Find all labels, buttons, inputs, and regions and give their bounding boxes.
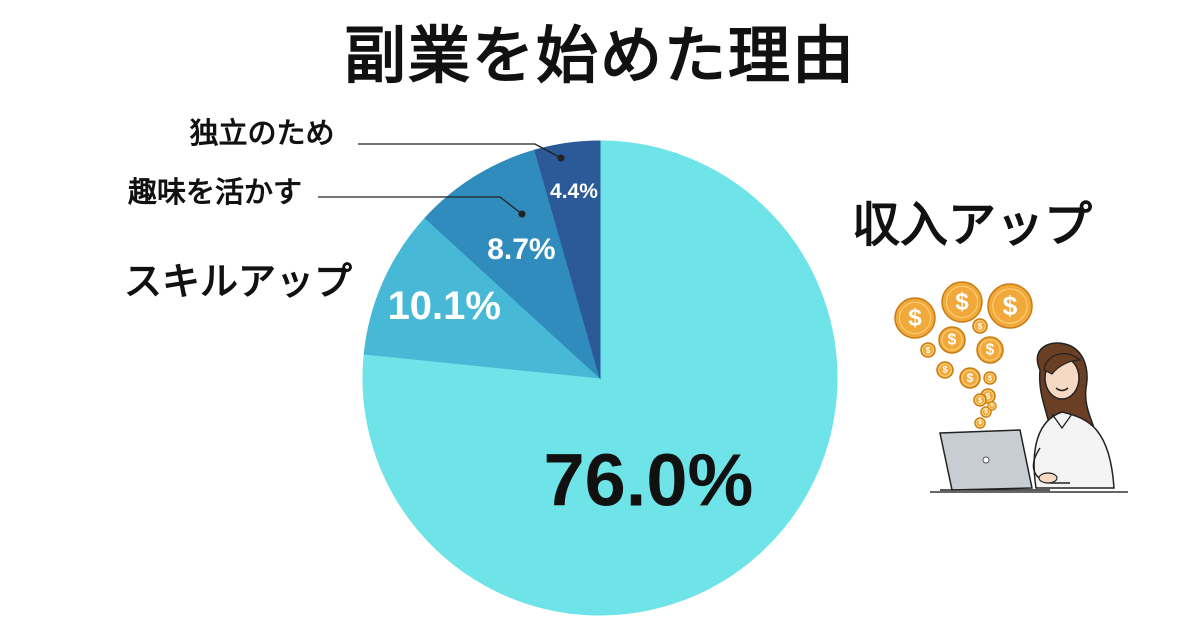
svg-text:$: $	[978, 396, 982, 405]
coin-icon: $	[920, 342, 936, 358]
svg-text:$: $	[986, 391, 991, 401]
coin-icon: $	[959, 367, 981, 389]
svg-text:$: $	[955, 289, 969, 316]
chart-title: 副業を始めた理由	[343, 19, 856, 92]
coin-icon: $	[973, 393, 987, 407]
svg-text:$: $	[967, 371, 974, 385]
slice-category-label-4: 独立のため	[189, 116, 334, 150]
svg-text:$: $	[978, 321, 983, 331]
slice-value-label-4: 4.4%	[550, 180, 598, 203]
coin-icon: $	[941, 281, 983, 323]
laptop-icon	[939, 429, 1050, 491]
svg-text:$: $	[988, 374, 992, 383]
svg-text:$: $	[991, 403, 994, 409]
coin-icon: $	[894, 297, 936, 339]
slices-group	[362, 140, 838, 616]
svg-text:$: $	[926, 345, 931, 355]
coins-icon: $$ $$$$$$$ $$$$$$	[894, 281, 1033, 429]
woman-icon	[1032, 342, 1115, 489]
slice-category-label-2: スキルアップ	[124, 260, 352, 304]
svg-text:$: $	[986, 342, 995, 359]
leader-lines-group	[318, 143, 565, 218]
slice-value-label-1: 76.0%	[543, 439, 753, 522]
coin-icon: $	[972, 318, 988, 334]
slice-value-label-2: 10.1%	[388, 284, 501, 328]
leader-line-4	[358, 143, 562, 159]
slice-category-label-3: 趣味を活かす	[127, 175, 302, 209]
coin-icon: $	[983, 371, 997, 385]
pie-slice-2	[363, 217, 602, 379]
svg-text:$: $	[978, 420, 982, 426]
leader-line-3	[318, 196, 523, 215]
coin-icon: $	[974, 417, 986, 429]
coin-icon: $	[936, 361, 954, 379]
svg-text:$: $	[908, 305, 922, 332]
coin-icon: $	[980, 406, 992, 418]
svg-text:$: $	[1003, 291, 1018, 321]
woman-laptop-coins-illustration-icon: $$ $$$$$$$ $$$$$$	[894, 281, 1128, 493]
pie-slice-3	[424, 149, 601, 380]
coin-icon: $	[987, 401, 997, 411]
svg-text:$: $	[948, 332, 957, 349]
coin-icon: $	[987, 283, 1033, 329]
pie-slice-4	[534, 140, 601, 379]
svg-text:$: $	[942, 365, 948, 376]
coin-icon: $	[976, 336, 1004, 364]
svg-text:$: $	[984, 409, 988, 415]
leader-dot-3	[518, 210, 526, 218]
slice-value-label-3: 8.7%	[487, 233, 555, 266]
labels-group: 76.0% 収入アップ 10.1% スキルアップ 8.7% 趣味を活かす 4.4% 独立のため	[124, 116, 1092, 522]
leader-dot-4	[557, 154, 565, 162]
coin-icon: $	[938, 326, 966, 354]
slice-category-label-1: 収入アップ	[852, 197, 1092, 253]
